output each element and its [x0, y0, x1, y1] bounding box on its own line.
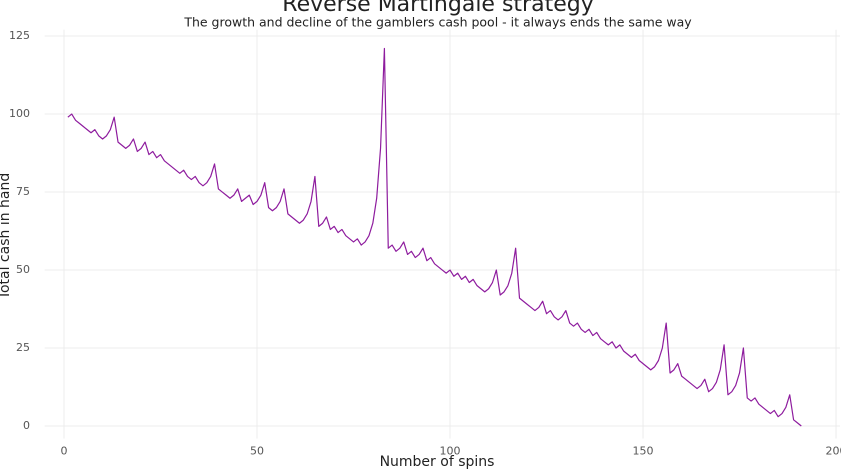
y-tick-label: 100 — [9, 107, 30, 120]
x-tick-label: 50 — [250, 445, 264, 458]
x-tick-label: 0 — [61, 445, 68, 458]
x-axis-label: Number of spins — [380, 454, 495, 470]
y-tick-label: 125 — [9, 29, 30, 42]
y-tick-label: 0 — [23, 419, 30, 432]
y-axis-label: Total cash in hand — [0, 173, 13, 300]
y-tick-label: 50 — [16, 263, 30, 276]
chart-title: Reverse Martingale strategy — [282, 0, 593, 17]
x-tick-label: 150 — [633, 445, 654, 458]
x-tick-label: 200 — [826, 445, 841, 458]
chart-subtitle: The growth and decline of the gamblers c… — [183, 15, 692, 30]
x-tick-label: 100 — [440, 445, 461, 458]
data-line — [67, 47, 802, 427]
y-tick-label: 75 — [16, 185, 30, 198]
y-tick-label: 25 — [16, 341, 30, 354]
